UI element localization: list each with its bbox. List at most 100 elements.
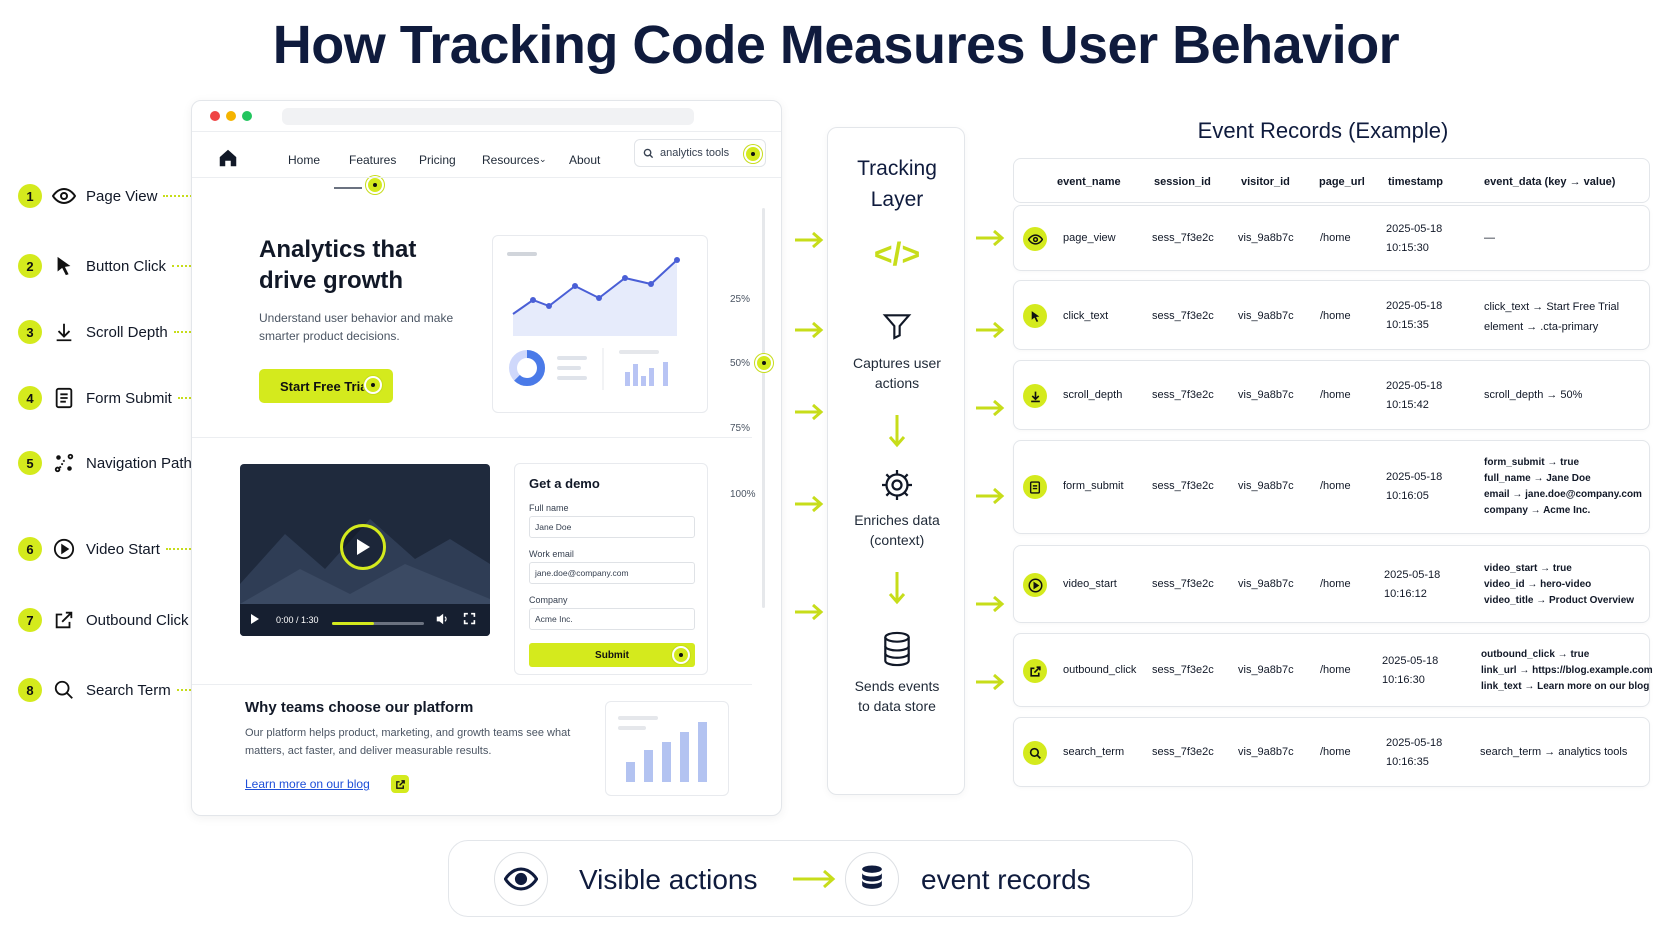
minimize-window-dot[interactable] <box>226 111 236 121</box>
home-icon[interactable] <box>217 147 239 169</box>
maximize-window-dot[interactable] <box>242 111 252 121</box>
table-row[interactable]: outbound_click sess_7f3e2c vis_9a8b7c /h… <box>1013 633 1653 707</box>
nav-features[interactable]: Features <box>349 153 397 167</box>
step-sends: Sends events to data store <box>854 678 940 714</box>
timestamp: 2025-05-18 10:15:30 <box>1386 220 1442 258</box>
column-header: visitor_id <box>1241 176 1290 188</box>
eye-icon <box>494 852 548 906</box>
timestamp-time: 10:16:30 <box>1382 674 1425 686</box>
nav-home[interactable]: Home <box>288 153 321 167</box>
nav-about[interactable]: About <box>569 153 601 167</box>
event-data-pair: link_url → https://blog.example.com <box>1481 665 1653 676</box>
arrow-right-icon <box>974 320 1006 340</box>
table-row[interactable]: page_view sess_7f3e2c vis_9a8b7c /home 2… <box>1013 205 1650 271</box>
event-records-title: Event Records (Example) <box>1197 118 1449 143</box>
email-field[interactable]: jane.doe@company.com <box>529 562 695 584</box>
submit-button[interactable]: Submit <box>529 643 695 667</box>
download-arrow-icon <box>1023 384 1047 408</box>
tracking-hotspot <box>364 376 382 394</box>
visitor-id: vis_9a8b7c <box>1238 232 1294 244</box>
event-data: scroll_depth → 50% <box>1484 389 1583 401</box>
summary-banner: Visible actions event records <box>448 840 1193 917</box>
table-row[interactable]: form_submit sess_7f3e2c vis_9a8b7c /home… <box>1013 440 1650 534</box>
video-player[interactable]: 0:00 / 1:30 <box>240 464 490 636</box>
volume-icon[interactable] <box>435 612 449 626</box>
legend-label: Page View <box>86 187 158 205</box>
visitor-id: vis_9a8b7c <box>1238 310 1294 322</box>
demo-form: Get a demo Full name Jane Doe Work email… <box>514 463 708 675</box>
arrow-right-icon <box>974 486 1006 506</box>
timestamp-date: 2025-05-18 <box>1382 655 1439 667</box>
play-icon[interactable] <box>250 613 260 625</box>
nav-resources[interactable]: Resources <box>482 153 540 167</box>
close-window-dot[interactable] <box>210 111 220 121</box>
scroll-thumb[interactable] <box>755 354 773 372</box>
session-id: sess_7f3e2c <box>1152 746 1214 758</box>
page-url: /home <box>1320 664 1351 676</box>
play-icon <box>357 539 370 555</box>
legend-label: Outbound Click <box>86 611 189 629</box>
nav-pricing[interactable]: Pricing <box>419 153 456 167</box>
start-free-trial-button[interactable]: Start Free Trial <box>259 369 393 403</box>
video-play-button[interactable] <box>340 524 386 570</box>
arrow-right-icon <box>793 602 825 622</box>
tracking-hotspot <box>672 646 690 664</box>
url-bar[interactable] <box>282 108 694 125</box>
search-input[interactable]: analytics tools <box>634 139 766 167</box>
arrow-right-icon <box>793 494 825 514</box>
table-row[interactable]: scroll_depth sess_7f3e2c vis_9a8b7c /hom… <box>1013 360 1650 430</box>
legend-number: 7 <box>18 608 42 632</box>
event-name: outbound_click <box>1063 664 1137 676</box>
external-link-icon[interactable] <box>391 775 409 793</box>
event-data-pair: link_text → Learn more on our blog <box>1481 681 1650 692</box>
external-link-icon <box>1023 659 1047 683</box>
table-row[interactable]: click_text sess_7f3e2c vis_9a8b7c /home … <box>1013 280 1650 350</box>
fullscreen-icon[interactable] <box>463 612 476 625</box>
table-row[interactable]: search_term sess_7f3e2c vis_9a8b7c /home… <box>1013 717 1650 787</box>
arrow-right-icon <box>974 228 1006 248</box>
active-nav-underline <box>334 187 362 189</box>
code-icon: </> <box>873 236 921 272</box>
timestamp-time: 10:15:30 <box>1386 242 1429 254</box>
full-name-field[interactable]: Jane Doe <box>529 516 695 538</box>
scrollbar[interactable] <box>762 208 765 608</box>
legend-number: 3 <box>18 320 42 344</box>
legend-label: Search Term <box>86 681 171 699</box>
event-data: video_start → true video_id → hero-video v… <box>1484 561 1634 609</box>
table-row[interactable]: video_start sess_7f3e2c vis_9a8b7c /home… <box>1013 545 1650 623</box>
timestamp-time: 10:16:05 <box>1386 490 1429 502</box>
timestamp: 2025-05-18 10:16:30 <box>1382 652 1438 690</box>
timestamp-date: 2025-05-18 <box>1386 300 1443 312</box>
section-body: Our platform helps product, marketing, a… <box>245 727 571 757</box>
column-header: session_id <box>1154 176 1211 188</box>
legend-number: 1 <box>18 184 42 208</box>
event-name: scroll_depth <box>1063 389 1123 401</box>
blog-link[interactable]: Learn more on our blog <box>245 777 370 791</box>
legend-item-form-submit: 4 Form Submit <box>18 384 243 412</box>
legend-label: Button Click <box>86 257 167 275</box>
legend-number: 5 <box>18 451 42 475</box>
database-icon <box>845 852 899 906</box>
event-data-pair: form_submit → true <box>1484 457 1580 468</box>
divider <box>192 437 752 438</box>
work-email-label: Work email <box>529 549 574 559</box>
legend-label: Scroll Depth <box>86 323 168 341</box>
cursor-icon <box>50 252 78 280</box>
visitor-id: vis_9a8b7c <box>1238 480 1294 492</box>
legend-number: 4 <box>18 386 42 410</box>
event-data-pair: video_start → true <box>1484 563 1572 574</box>
timestamp-time: 10:16:35 <box>1386 756 1429 768</box>
timestamp-time: 10:16:12 <box>1384 588 1427 600</box>
timestamp: 2025-05-18 10:16:35 <box>1386 734 1442 772</box>
search-value: analytics tools <box>660 147 730 159</box>
event-data: outbound_click → true link_url → https://… <box>1481 647 1653 695</box>
timestamp: 2025-05-18 10:15:42 <box>1386 377 1442 415</box>
page-url: /home <box>1320 310 1351 322</box>
step-enriches: Enriches data (context) <box>854 512 940 548</box>
video-time: 0:00 / 1:30 <box>276 615 319 625</box>
event-data: search_term → analytics tools <box>1480 746 1628 758</box>
visitor-id: vis_9a8b7c <box>1238 746 1294 758</box>
arrow-right-icon <box>793 402 825 422</box>
company-field[interactable]: Acme Inc. <box>529 608 695 630</box>
session-id: sess_7f3e2c <box>1152 310 1214 322</box>
